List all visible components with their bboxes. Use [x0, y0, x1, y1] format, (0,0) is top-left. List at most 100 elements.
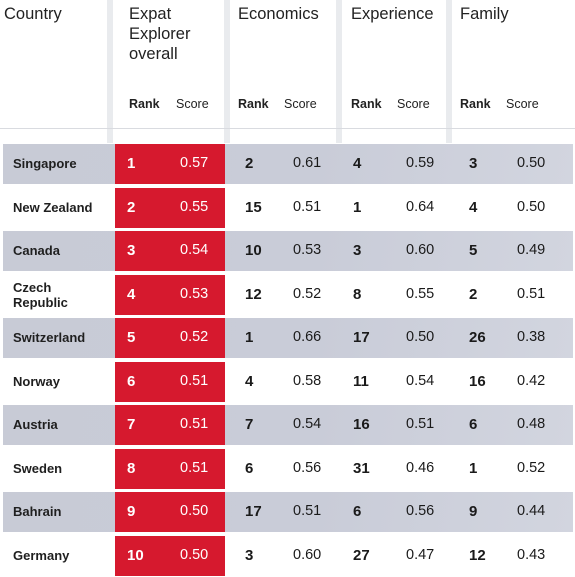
family-rank: 16	[469, 373, 486, 390]
experience-score: 0.56	[406, 503, 435, 519]
country-name: Switzerland	[13, 330, 86, 345]
economics-rank: 1	[245, 329, 254, 346]
experience-rank: 4	[353, 155, 362, 172]
economics-score: 0.60	[293, 547, 322, 563]
economics-rank: 6	[245, 460, 254, 477]
row-band	[3, 144, 573, 184]
family-score: 0.42	[517, 373, 546, 389]
economics-rank: 7	[245, 416, 254, 433]
family-rank: 26	[469, 329, 486, 346]
experience-rank: 6	[353, 503, 362, 520]
family-rank: 2	[469, 286, 478, 303]
overall-score: 0.51	[180, 416, 209, 432]
country-name: Germany	[13, 548, 70, 563]
country-name: Singapore	[13, 156, 77, 171]
family-score: 0.50	[517, 199, 546, 215]
overall-score: 0.52	[180, 329, 209, 345]
economics-score: 0.58	[293, 373, 322, 389]
overall-rank: 3	[127, 242, 136, 259]
overall-score: 0.50	[180, 547, 209, 563]
column-divider	[336, 0, 342, 143]
overall-cell	[115, 144, 225, 184]
overall-rank: 5	[127, 329, 136, 346]
experience-score: 0.55	[406, 286, 435, 302]
overall-score: 0.51	[180, 460, 209, 476]
overall-rank: 4	[127, 286, 136, 303]
experience-score: 0.54	[406, 373, 435, 389]
experience-rank: 31	[353, 460, 370, 477]
experience-score: 0.51	[406, 416, 435, 432]
economics-score: 0.66	[293, 329, 322, 345]
family-score: 0.49	[517, 242, 546, 258]
family-rank: 6	[469, 416, 478, 433]
header-country: Country	[4, 5, 62, 23]
overall-score: 0.55	[180, 199, 209, 215]
header-overall-line: Explorer	[129, 25, 191, 43]
row-band	[3, 318, 573, 358]
subheader-rank: Rank	[460, 97, 491, 111]
overall-rank: 10	[127, 547, 144, 564]
overall-rank: 1	[127, 155, 136, 172]
economics-rank: 2	[245, 155, 254, 172]
header-overall-line: Expat	[129, 5, 172, 23]
overall-score: 0.51	[180, 373, 209, 389]
country-name: Norway	[13, 374, 60, 389]
family-rank: 12	[469, 547, 486, 564]
experience-rank: 27	[353, 547, 370, 564]
overall-cell	[115, 362, 225, 402]
header-experience: Experience	[351, 5, 434, 23]
experience-rank: 11	[353, 373, 369, 390]
overall-cell	[115, 449, 225, 489]
economics-score: 0.56	[293, 460, 322, 476]
economics-score: 0.52	[293, 286, 322, 302]
overall-rank: 8	[127, 460, 136, 477]
subheader-rank: Rank	[238, 97, 269, 111]
overall-score: 0.57	[180, 155, 209, 171]
overall-score: 0.53	[180, 286, 209, 302]
column-divider	[107, 0, 113, 143]
economics-score: 0.54	[293, 416, 322, 432]
overall-rank: 9	[127, 503, 136, 520]
family-score: 0.38	[517, 329, 546, 345]
row-band	[3, 492, 573, 532]
experience-score: 0.60	[406, 242, 435, 258]
experience-score: 0.64	[406, 199, 435, 215]
family-score: 0.43	[517, 547, 546, 563]
family-rank: 1	[469, 460, 478, 477]
header-economics: Economics	[238, 5, 319, 23]
header-overall: Expat Explorer overall	[129, 4, 190, 64]
economics-rank: 4	[245, 373, 254, 390]
overall-cell	[115, 231, 225, 271]
subheader-rank: Rank	[351, 97, 382, 111]
experience-score: 0.47	[406, 547, 435, 563]
country-name: Sweden	[13, 461, 63, 476]
overall-cell	[115, 492, 225, 532]
overall-rank: 2	[127, 199, 136, 216]
country-name: Czech Republic	[13, 280, 68, 310]
economics-score: 0.51	[293, 503, 322, 519]
overall-rank: 7	[127, 416, 136, 433]
header-overall-line: overall	[129, 45, 178, 63]
country-name: Canada	[13, 243, 60, 258]
overall-score: 0.50	[180, 503, 209, 519]
economics-score: 0.51	[293, 199, 322, 215]
economics-rank: 3	[245, 547, 254, 564]
experience-score: 0.50	[406, 329, 435, 345]
country-name: New Zealand	[13, 200, 93, 215]
experience-rank: 17	[353, 329, 370, 346]
overall-cell	[115, 405, 225, 445]
family-rank: 9	[469, 503, 478, 520]
overall-cell	[115, 318, 225, 358]
family-rank: 5	[469, 242, 478, 259]
country-name: Austria	[13, 417, 58, 432]
family-score: 0.52	[517, 460, 546, 476]
family-score: 0.48	[517, 416, 546, 432]
header-rule	[0, 128, 575, 129]
economics-score: 0.53	[293, 242, 322, 258]
subheader-score: Score	[397, 97, 430, 111]
row-band	[3, 231, 573, 271]
experience-rank: 3	[353, 242, 362, 259]
column-divider	[446, 0, 452, 143]
overall-score: 0.54	[180, 242, 209, 258]
subheader-score: Score	[284, 97, 317, 111]
